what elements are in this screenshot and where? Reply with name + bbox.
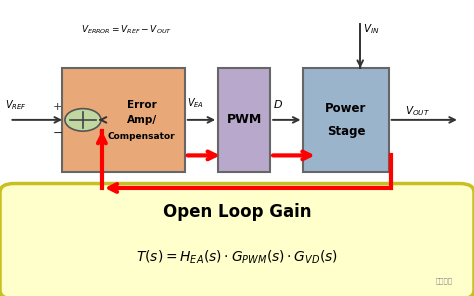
Text: $V_{EA}$: $V_{EA}$ [187,97,204,110]
Text: Stage: Stage [327,125,365,138]
Text: $T(s)=H_{EA}(s)\cdot G_{PWM}(s)\cdot G_{VD}(s)$: $T(s)=H_{EA}(s)\cdot G_{PWM}(s)\cdot G_{… [136,249,338,266]
Text: $V_{REF}$: $V_{REF}$ [5,99,27,112]
Text: +: + [53,102,63,112]
Bar [62,68,185,172]
Text: $V_{ERROR}=V_{REF}-V_{OUT}$: $V_{ERROR}=V_{REF}-V_{OUT}$ [81,23,172,36]
Bar [218,68,270,172]
Text: Compensator: Compensator [108,132,175,141]
Text: PWM: PWM [227,113,262,126]
Bar [303,68,389,172]
Text: Power: Power [325,102,367,115]
Circle shape [65,109,101,131]
Text: $D$: $D$ [273,98,283,110]
Text: 电源漫谈: 电源漫谈 [436,278,453,284]
Text: $V_{IN}$: $V_{IN}$ [363,23,379,36]
Text: Error: Error [127,100,156,110]
Text: Amp/: Amp/ [127,115,157,125]
FancyBboxPatch shape [0,0,474,195]
Text: $V_{OUT}$: $V_{OUT}$ [405,104,430,118]
FancyBboxPatch shape [0,184,474,296]
Text: −: − [53,127,63,140]
Text: Open Loop Gain: Open Loop Gain [163,203,311,221]
